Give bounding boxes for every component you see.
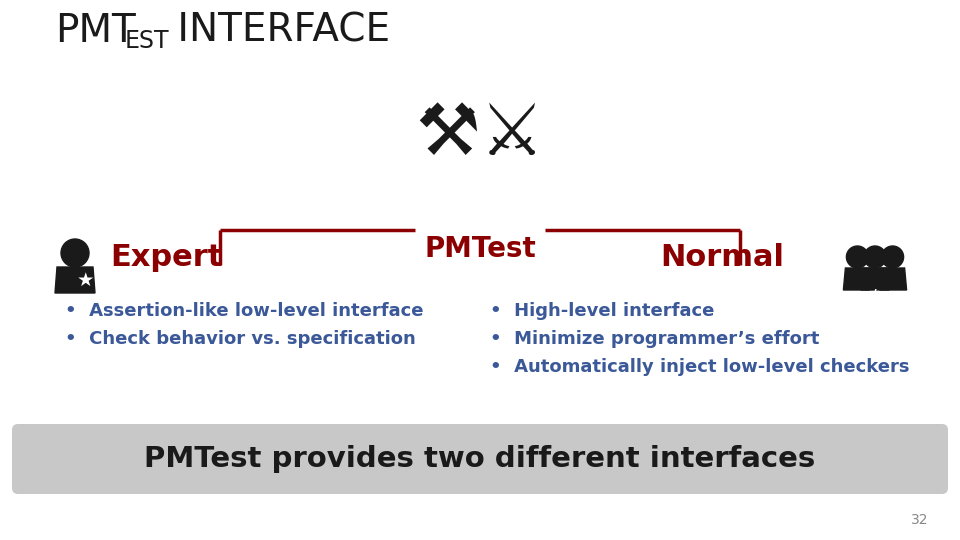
Text: PMT: PMT bbox=[55, 12, 135, 50]
Text: •  Minimize programmer’s effort: • Minimize programmer’s effort bbox=[490, 330, 820, 348]
Text: Normal: Normal bbox=[660, 242, 784, 272]
Text: ★: ★ bbox=[76, 271, 94, 289]
Circle shape bbox=[61, 239, 89, 267]
Polygon shape bbox=[878, 268, 906, 290]
Text: </>: </> bbox=[861, 288, 889, 302]
Text: 32: 32 bbox=[911, 513, 928, 527]
Text: EST: EST bbox=[125, 29, 170, 53]
Circle shape bbox=[864, 246, 886, 268]
Text: •  Assertion-like low-level interface: • Assertion-like low-level interface bbox=[65, 302, 423, 320]
Text: •  Automatically inject low-level checkers: • Automatically inject low-level checker… bbox=[490, 358, 909, 376]
Text: •  High-level interface: • High-level interface bbox=[490, 302, 714, 320]
Text: INTERFACE: INTERFACE bbox=[165, 12, 390, 50]
Polygon shape bbox=[844, 268, 872, 290]
Circle shape bbox=[847, 246, 869, 268]
Polygon shape bbox=[55, 267, 95, 293]
Text: Expert: Expert bbox=[110, 242, 223, 272]
Text: PMTest provides two different interfaces: PMTest provides two different interfaces bbox=[144, 445, 816, 473]
Text: •  Check behavior vs. specification: • Check behavior vs. specification bbox=[65, 330, 416, 348]
FancyBboxPatch shape bbox=[12, 424, 948, 494]
Text: PMTest: PMTest bbox=[424, 235, 536, 263]
Polygon shape bbox=[861, 268, 889, 290]
Text: ⚒⚔: ⚒⚔ bbox=[416, 101, 544, 170]
Circle shape bbox=[881, 246, 903, 268]
